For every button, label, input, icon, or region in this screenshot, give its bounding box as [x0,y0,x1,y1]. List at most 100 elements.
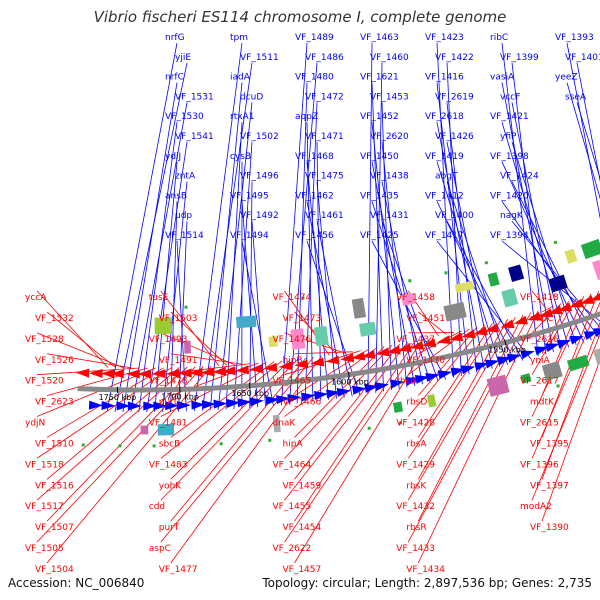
gene-label: ydiJ [165,152,181,162]
cds-reverse-arrow [386,345,401,355]
gene-label: ribC [490,33,508,43]
tick-label: 1550 kbp [488,345,526,354]
gene-label: VF_2622 [273,544,312,554]
leader-line [36,332,125,369]
gene-label: VF_2615 [520,419,559,429]
gene-label: VF_1480 [295,73,334,83]
feature-dot [399,421,403,425]
cds-forward-arrow [237,398,252,408]
feature-block [592,348,600,365]
cds-reverse-arrow [473,326,488,336]
feature-block [487,272,500,287]
gene-label: VF_1491 [159,356,198,366]
cds-forward-arrow [414,375,430,384]
gene-label: VF_1511 [240,53,279,63]
leader-line [249,181,253,408]
cds-forward-arrow [201,400,216,410]
cds-reverse-arrow [188,368,203,378]
ticks: 1750 kbp 1700 kbp 1650 kbp 1600 kbp 1550 kbp [99,339,526,402]
gene-label: VF_1430 [406,356,445,366]
leader-line [160,290,220,367]
leader-line [193,42,243,412]
cds-reverse-arrow [200,367,215,377]
gene-label: VF_1496 [240,172,279,182]
gene-label: VF_1483 [149,460,188,470]
feature-block [351,297,367,319]
gene-label: VF_1455 [273,502,312,512]
gene-label: hipA [283,439,304,449]
gene-label: VF_1505 [25,544,64,554]
feature-block [591,259,600,281]
gene-label: VF_1492 [240,211,279,221]
cds-forward-arrow [249,397,264,407]
gene-label: VF_1464 [273,460,312,470]
gene-label: VF_1531 [175,92,214,102]
leader-line [417,326,478,396]
gene-label: VF_1438 [370,172,409,182]
feature-block [140,425,149,435]
gene-label: VF_1478 [149,377,188,387]
gene-label: cysB [230,152,251,162]
leader-line [316,221,353,397]
gene-label: yjiE [175,53,191,63]
feature-dot [553,240,557,244]
leader-line [541,305,554,313]
feature-block [235,315,257,329]
cds-reverse-arrow [166,368,180,378]
leader-line [531,298,577,375]
cds-forward-arrow [116,401,131,411]
gene-label: nrfG [165,33,185,43]
gene-label: VF_1520 [25,377,64,387]
gene-label: VF_1454 [283,523,322,533]
cds-reverse-arrow [375,347,390,357]
gene-label: VF_1621 [360,73,399,83]
leader-line [160,360,283,459]
gene-label: VF_1466 [283,398,322,408]
feature-block [580,238,600,260]
gene-label: VF_1460 [370,53,409,63]
cds-forward-arrow [460,365,476,375]
leader-line [407,312,532,543]
cds-reverse-arrow [235,365,250,375]
leader-line [541,358,600,522]
tick-mark [504,339,507,346]
feature-dot [484,261,488,265]
gene-label: VF_1477 [159,565,198,575]
gene-label: purT [159,523,180,533]
leader-line [225,122,243,410]
gene-label: dcuD [240,92,263,102]
gene-label: VF_1416 [425,73,464,83]
gene-label: VF_1486 [305,53,344,63]
map-title: Vibrio fischeri ES114 chromosome I, comp… [94,8,507,26]
gene-label: VF_1504 [35,565,74,575]
leader-line [371,82,384,392]
gene-label: rbsD [406,398,427,408]
cds-forward-arrow [127,401,142,411]
leader-line [178,221,188,412]
leader-line [446,221,524,361]
leader-line [306,240,361,396]
cds-reverse-arrow [310,357,325,367]
gene-label: aspC [149,544,171,554]
cds-reverse-arrow [548,305,563,315]
gene-label: VF_1428 [396,419,435,429]
cds-reverse-arrow [448,332,464,342]
gene-label: ansB [165,191,187,201]
gene-label: VF_1417 [425,231,464,241]
gene-label: VF_1435 [360,191,399,201]
tick-label: 1650 kbp [231,389,269,398]
cds-reverse-arrow [212,366,227,376]
gene-label: zntA [175,172,196,182]
gene-label: VF_1510 [35,439,74,449]
gene-label: nrfC [165,73,184,83]
gene-label: yfiP [500,132,517,142]
gene-label: VF_1418 [520,293,559,303]
gene-label: VF_1453 [370,92,409,102]
cds-reverse-arrow [513,315,528,325]
leader-line [217,102,253,410]
gene-label: dnaK [273,419,297,429]
gene-label: VF_2617 [520,377,559,387]
leader-line [371,240,447,380]
cds-reverse-arrow [461,329,476,339]
leader-line [306,161,330,400]
